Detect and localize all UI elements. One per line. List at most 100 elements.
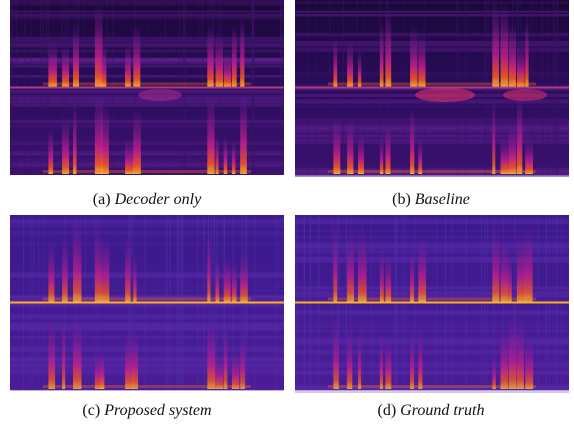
energy <box>410 106 415 174</box>
band <box>295 32 569 37</box>
energy <box>347 229 355 302</box>
energy <box>500 2 509 87</box>
band <box>295 389 569 393</box>
divider <box>295 301 569 304</box>
band <box>295 247 569 253</box>
band <box>295 1 569 5</box>
band <box>295 47 569 52</box>
energy <box>508 122 517 174</box>
band <box>10 231 284 236</box>
band <box>10 36 284 42</box>
band <box>295 310 569 314</box>
band <box>10 161 284 166</box>
band <box>295 370 569 373</box>
band <box>10 315 284 320</box>
band <box>295 168 569 174</box>
band <box>10 40 284 47</box>
energy <box>73 217 82 302</box>
band <box>295 72 569 75</box>
energy <box>333 314 339 389</box>
energy <box>62 234 68 302</box>
band <box>295 340 569 346</box>
blob <box>138 89 182 101</box>
band <box>10 222 284 225</box>
low-band <box>327 82 537 86</box>
energy <box>100 104 109 174</box>
energy <box>385 121 391 174</box>
energy <box>410 328 414 389</box>
band <box>10 243 284 246</box>
energy <box>62 311 66 389</box>
low-band <box>42 297 252 301</box>
energy <box>410 25 418 87</box>
energy <box>347 326 353 389</box>
energy <box>240 251 248 302</box>
energy <box>525 334 534 389</box>
band <box>10 219 284 223</box>
energy <box>100 352 105 389</box>
panels <box>10 0 569 393</box>
band <box>295 118 569 121</box>
energy <box>508 249 512 302</box>
spectrogram <box>295 215 569 393</box>
band <box>295 10 569 13</box>
caption: (a) Decoder only <box>93 191 202 208</box>
energy <box>223 50 232 87</box>
energy <box>231 138 236 174</box>
band <box>295 323 569 328</box>
band <box>295 124 569 129</box>
band <box>295 137 569 140</box>
caption-name: Baseline <box>415 191 470 208</box>
band <box>10 296 284 302</box>
band <box>10 75 284 78</box>
energy <box>240 333 245 389</box>
energy <box>333 35 338 87</box>
band <box>10 346 284 350</box>
band <box>10 13 284 20</box>
energy <box>525 138 533 174</box>
band <box>295 370 569 375</box>
band <box>295 349 569 355</box>
energy <box>358 231 367 302</box>
band <box>10 369 284 375</box>
band <box>295 337 569 341</box>
energy <box>516 92 523 174</box>
band <box>295 298 569 303</box>
band <box>295 140 569 145</box>
band <box>10 289 284 291</box>
band <box>295 218 569 225</box>
band <box>295 127 569 133</box>
band <box>10 273 284 278</box>
energy <box>48 238 55 302</box>
energy <box>418 136 423 174</box>
band <box>295 139 569 142</box>
band <box>295 133 569 137</box>
blob <box>415 88 475 102</box>
band <box>10 57 284 61</box>
divider <box>10 86 284 89</box>
energy <box>215 353 224 389</box>
energy <box>379 246 384 302</box>
energy <box>207 92 215 174</box>
band <box>295 339 569 344</box>
band <box>10 365 284 371</box>
energy <box>94 350 104 389</box>
low-band <box>42 170 252 173</box>
low-band <box>327 170 537 173</box>
band <box>10 151 284 156</box>
band <box>10 101 284 107</box>
energy <box>133 108 141 174</box>
divider <box>295 86 569 89</box>
energy <box>379 327 383 389</box>
band <box>10 13 284 17</box>
band <box>295 286 569 290</box>
band <box>295 385 569 390</box>
energy <box>215 132 219 174</box>
energy <box>133 327 138 389</box>
energy <box>223 255 231 302</box>
energy <box>62 117 70 174</box>
energy <box>508 20 516 87</box>
band <box>295 170 569 173</box>
energy <box>73 99 77 174</box>
band <box>295 329 569 332</box>
